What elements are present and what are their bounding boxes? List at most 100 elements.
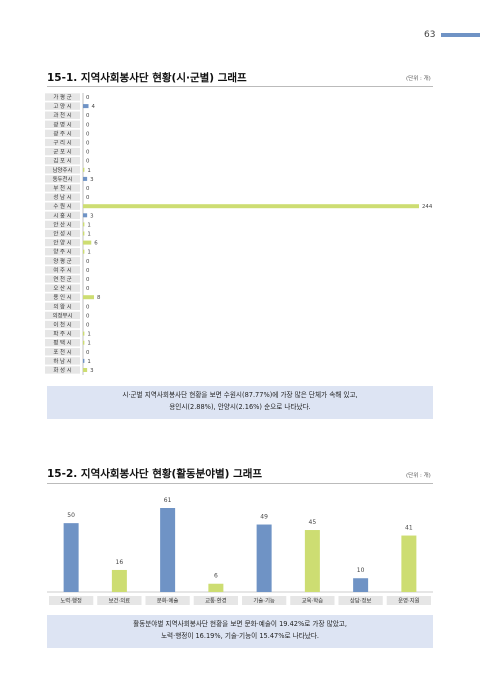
category-label: 교통·환경 xyxy=(205,597,227,605)
data-label: 49 xyxy=(260,514,268,521)
category-label: 안 양 시 xyxy=(53,239,71,247)
data-label: 6 xyxy=(214,573,218,580)
bar xyxy=(83,104,89,109)
bar xyxy=(208,583,224,592)
category-label-bg xyxy=(45,329,80,338)
data-label: 0 xyxy=(86,259,90,265)
category-label: 이 천 시 xyxy=(53,321,71,329)
bar xyxy=(83,331,85,336)
section2-title: 15-2. 지역사회봉사단 현황(활동분야별) 그래프 xyxy=(47,468,263,480)
category-label: 연 천 군 xyxy=(53,275,71,283)
bar xyxy=(160,508,176,592)
category-label: 여 주 시 xyxy=(53,266,71,274)
section2-title-rule xyxy=(47,483,433,484)
data-label: 0 xyxy=(86,323,90,329)
category-label-bg xyxy=(45,284,80,292)
category-label-bg xyxy=(45,193,80,201)
data-label: 50 xyxy=(67,512,75,519)
category-label-bg xyxy=(45,93,80,101)
category-label-bg xyxy=(45,102,80,110)
category-label-bg xyxy=(49,596,94,605)
section1-note-line-2: 용인시(2.88%), 안양시(2.16%) 순으로 나타났다. xyxy=(169,403,311,411)
category-label-bg xyxy=(45,220,80,229)
page-number: 63 xyxy=(424,30,436,40)
bar xyxy=(353,578,369,592)
category-label-bg xyxy=(45,129,80,138)
bar xyxy=(256,524,272,592)
data-label: 3 xyxy=(90,177,93,183)
category-label-bg xyxy=(45,238,80,247)
bar xyxy=(83,249,85,254)
data-label: 45 xyxy=(309,519,317,526)
bar xyxy=(83,368,88,372)
category-label-bg xyxy=(45,138,80,147)
category-label: 포 천 시 xyxy=(53,348,71,356)
data-label: 61 xyxy=(164,497,172,504)
data-label: 0 xyxy=(86,350,90,356)
section2-unit: (단위 : 개) xyxy=(406,473,431,479)
data-label: 0 xyxy=(86,150,90,156)
category-label-bg xyxy=(45,248,80,256)
data-label: 0 xyxy=(86,122,90,128)
data-label: 10 xyxy=(357,567,365,574)
category-label: 안 산 시 xyxy=(53,220,71,228)
category-label-bg xyxy=(290,596,335,605)
bar xyxy=(83,240,92,245)
data-label: 1 xyxy=(87,332,90,338)
category-label-bg xyxy=(193,596,238,605)
category-label-bg xyxy=(386,596,431,605)
category-label-bg xyxy=(45,211,80,219)
data-label: 3 xyxy=(90,213,93,219)
data-label: 0 xyxy=(86,113,90,119)
category-label-bg xyxy=(45,166,80,174)
section2-note-line-1: 활동분야별 지역사회봉사단 현황을 보면 문화·예술이 19.42%로 가장 많… xyxy=(133,620,347,628)
category-label-bg xyxy=(45,348,80,356)
category-label-bg xyxy=(45,157,80,165)
category-label: 상담·정보 xyxy=(350,597,372,605)
category-label: 가 평 군 xyxy=(53,93,71,101)
bar xyxy=(83,176,88,181)
data-label: 1 xyxy=(87,359,90,365)
category-label: 하 남 시 xyxy=(53,357,71,365)
data-label: 0 xyxy=(86,159,90,165)
data-label: 8 xyxy=(97,295,101,301)
category-label-bg xyxy=(45,184,80,192)
category-label: 파 주 시 xyxy=(53,330,71,338)
category-label-bg xyxy=(45,175,80,183)
page-number-rule xyxy=(441,33,480,37)
data-label: 0 xyxy=(86,195,90,201)
category-label: 고 양 시 xyxy=(53,102,71,110)
bar xyxy=(83,222,85,227)
section1-note: 시·군별 지역사회봉사단 현황을 보면 수원시(87.77%)에 가장 많은 단… xyxy=(47,386,433,419)
category-label-bg xyxy=(145,596,190,605)
bar xyxy=(83,231,85,236)
data-label: 16 xyxy=(116,559,124,566)
data-label: 1 xyxy=(87,232,90,238)
category-label-bg xyxy=(45,293,80,301)
category-label-bg xyxy=(45,266,80,274)
category-label: 동두천시 xyxy=(53,175,73,183)
category-label: 화 성 시 xyxy=(53,366,71,374)
data-label: 3 xyxy=(90,368,93,374)
category-label: 기술·기능 xyxy=(253,597,275,605)
category-label: 안 성 시 xyxy=(53,230,71,238)
category-label-bg xyxy=(45,311,80,320)
category-label: 운영·지원 xyxy=(398,597,420,605)
category-label: 오 산 시 xyxy=(53,284,71,292)
data-label: 0 xyxy=(86,95,90,101)
section2-note: 활동분야별 지역사회봉사단 현황을 보면 문화·예술이 19.42%로 가장 많… xyxy=(47,615,433,648)
category-label: 평 택 시 xyxy=(53,340,71,347)
section1-note-line-1: 시·군별 지역사회봉사단 현황을 보면 수원시(87.77%)에 가장 많은 단… xyxy=(122,391,358,399)
data-label: 0 xyxy=(86,141,90,147)
field-bar-chart: 50 노력·행정 16 보건·의료 61 문화·예술 6 교통·환경 49 기술·기능 45 교육·학… xyxy=(47,497,433,605)
category-label: 노력·행정 xyxy=(60,597,82,605)
data-label: 244 xyxy=(422,204,433,210)
category-label: 양 주 시 xyxy=(53,248,71,256)
bar xyxy=(83,340,85,345)
category-label: 의정부시 xyxy=(53,312,73,319)
bar xyxy=(83,358,85,363)
section1-title-rule xyxy=(47,86,433,87)
category-label-bg xyxy=(45,339,80,347)
category-label-bg xyxy=(242,596,287,605)
category-label: 광 주 시 xyxy=(53,130,71,137)
